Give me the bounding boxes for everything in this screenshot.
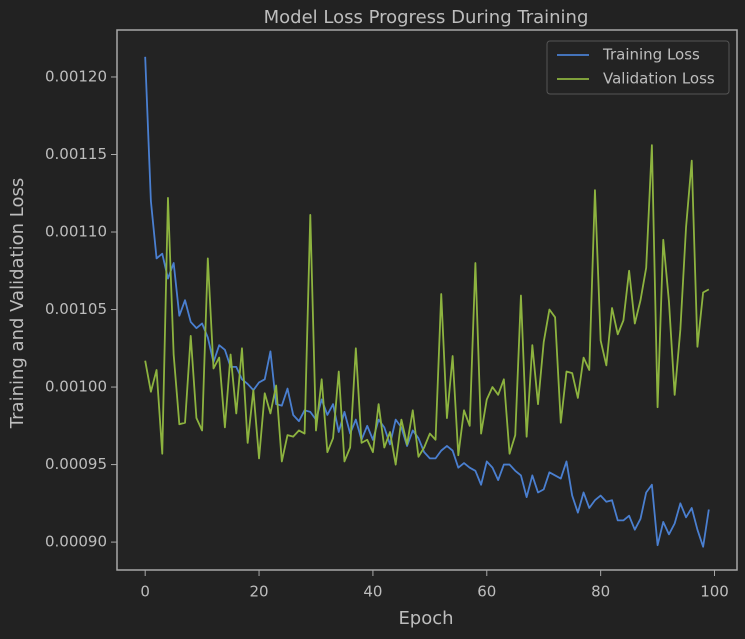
y-tick-label: 0.00120 xyxy=(45,67,107,85)
line-series xyxy=(144,144,710,466)
legend-box xyxy=(546,40,730,95)
chart-title: Model Loss Progress During Training xyxy=(264,7,589,28)
y-tick-label: 0.00095 xyxy=(45,455,107,473)
y-tick-label: 0.00115 xyxy=(45,145,107,163)
legend-label: Training Loss xyxy=(602,46,700,64)
x-tick-label: 40 xyxy=(363,583,382,601)
y-axis-label: Training and Validation Loss xyxy=(7,178,28,429)
legend-label: Validation Loss xyxy=(603,70,715,88)
x-tick-label: 100 xyxy=(700,583,729,601)
x-tick-label: 80 xyxy=(591,583,610,601)
x-tick-label: 20 xyxy=(250,583,269,601)
y-tick-label: 0.00105 xyxy=(45,300,107,318)
plot-area xyxy=(116,29,738,571)
x-tick-label: 0 xyxy=(140,583,150,601)
y-tick-label: 0.00090 xyxy=(45,533,107,551)
y-tick-label: 0.00100 xyxy=(45,378,107,396)
x-tick-label: 60 xyxy=(477,583,496,601)
x-axis-label: Epoch xyxy=(398,608,453,629)
y-tick-label: 0.00110 xyxy=(45,223,107,241)
